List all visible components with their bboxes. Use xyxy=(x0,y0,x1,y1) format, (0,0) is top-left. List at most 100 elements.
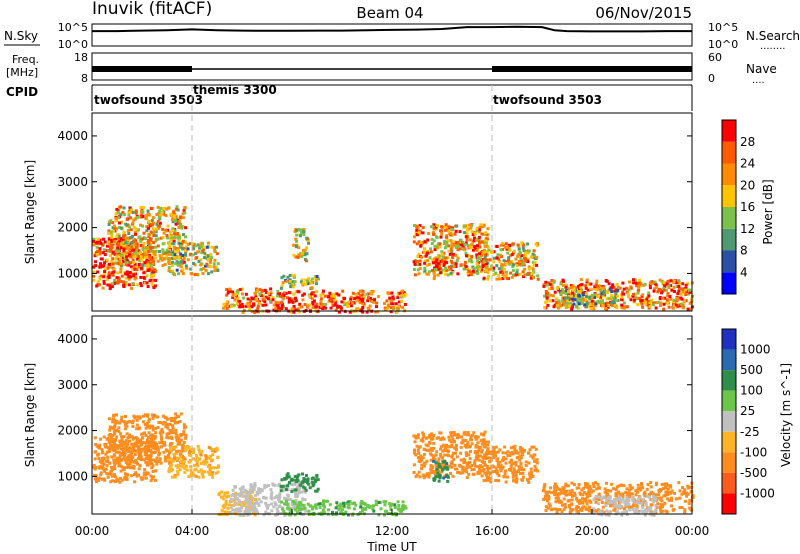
scatter-cell xyxy=(504,469,507,473)
scatter-cell xyxy=(397,307,401,311)
scatter-cell xyxy=(464,251,468,255)
scatter-cell xyxy=(497,257,501,261)
scatter-cell xyxy=(637,285,641,289)
scatter-cell xyxy=(456,471,460,474)
scatter-cell xyxy=(475,248,479,252)
scatter-cell xyxy=(430,435,434,439)
scatter-cell xyxy=(227,289,231,293)
scatter-cell xyxy=(289,285,293,289)
scatter-cell xyxy=(168,242,172,246)
scatter-cell xyxy=(307,482,311,486)
scatter-cell xyxy=(135,265,139,269)
scatter-cell xyxy=(215,245,219,249)
scatter-cell xyxy=(585,302,589,305)
scatter-cell xyxy=(162,257,166,261)
scatter-cell xyxy=(376,295,380,299)
scatter-cell xyxy=(432,239,436,243)
scatter-cell xyxy=(553,303,557,307)
scatter-cell xyxy=(546,291,550,295)
scatter-cell xyxy=(205,262,209,266)
scatter-cell xyxy=(99,471,103,475)
scatter-cell xyxy=(197,448,201,452)
scatter-cell xyxy=(417,433,420,437)
scatter-cell xyxy=(426,272,430,276)
scatter-cell xyxy=(512,467,516,471)
scatter-cell xyxy=(527,451,530,455)
scatter-cell xyxy=(116,237,120,241)
scatter-cell xyxy=(334,513,338,517)
scatter-cell xyxy=(147,458,151,462)
scatter-cell xyxy=(379,507,383,511)
scatter-cell xyxy=(432,232,435,236)
scatter-cell xyxy=(293,475,297,478)
scatter-cell xyxy=(573,298,577,302)
scatter-cell xyxy=(651,303,655,307)
scatter-cell xyxy=(666,292,670,296)
scatter-cell xyxy=(480,448,484,452)
scatter-cell xyxy=(519,256,523,260)
scatter-cell xyxy=(499,270,503,274)
scatter-cell xyxy=(449,250,453,254)
scatter-cell xyxy=(138,441,141,445)
scatter-cell xyxy=(162,210,166,214)
scatter-cell xyxy=(470,438,473,442)
scatter-cell xyxy=(231,508,235,512)
scatter-cell xyxy=(210,473,214,477)
scatter-cell xyxy=(114,438,117,442)
scatter-cell xyxy=(123,213,127,217)
scatter-cell xyxy=(663,296,667,300)
scatter-cell xyxy=(149,443,153,447)
scatter-cell xyxy=(424,254,428,258)
scatter-cell xyxy=(653,280,657,284)
scatter-cell xyxy=(470,260,474,264)
scatter-cell xyxy=(466,440,470,444)
scatter-cell xyxy=(455,259,459,263)
scatter-cell xyxy=(686,282,690,286)
scatter-cell xyxy=(670,496,674,500)
scatter-cell xyxy=(293,503,297,507)
scatter-cell xyxy=(194,244,198,248)
scatter-cell xyxy=(566,287,570,291)
scatter-cell xyxy=(422,452,426,456)
scatter-cell xyxy=(450,261,454,265)
scatter-cell xyxy=(278,500,281,504)
scatter-cell xyxy=(347,300,351,304)
scatter-cell xyxy=(180,259,184,263)
scatter-cell xyxy=(571,284,575,288)
scatter-cell xyxy=(543,294,547,298)
scatter-cell xyxy=(570,503,574,507)
scatter-cell xyxy=(134,471,138,475)
scatter-cell xyxy=(151,458,155,462)
scatter-cell xyxy=(129,261,133,265)
scatter-cell xyxy=(164,254,168,258)
scatter-cell xyxy=(464,439,468,442)
scatter-cell xyxy=(456,272,460,276)
cpid-segment-2: themis 3300 xyxy=(193,83,277,97)
scatter-cell xyxy=(515,272,518,276)
scatter-cell xyxy=(124,439,128,443)
scatter-cell xyxy=(109,284,113,288)
scatter-cell xyxy=(305,252,309,256)
scatter-cell xyxy=(155,462,159,466)
scatter-cell xyxy=(310,292,314,296)
scatter-cell xyxy=(465,228,469,232)
scatter-cell xyxy=(93,457,97,461)
scatter-cell xyxy=(606,301,610,305)
scatter-cell xyxy=(511,471,515,475)
scatter-cell xyxy=(223,493,227,497)
scatter-cell xyxy=(243,494,247,498)
scatter-cell xyxy=(212,265,216,269)
scatter-cell xyxy=(400,293,404,297)
scatter-cell xyxy=(109,254,112,258)
scatter-cell xyxy=(141,253,145,256)
scatter-cell xyxy=(171,446,175,449)
scatter-cell xyxy=(451,438,455,442)
scatter-cell xyxy=(645,297,649,301)
scatter-cell xyxy=(269,493,273,497)
scatter-cell xyxy=(678,506,682,509)
scatter-cell xyxy=(136,257,140,261)
scatter-cell xyxy=(500,458,504,462)
scatter-cell xyxy=(432,261,435,265)
scatter-cell xyxy=(388,504,392,508)
scatter-cell xyxy=(432,277,436,281)
